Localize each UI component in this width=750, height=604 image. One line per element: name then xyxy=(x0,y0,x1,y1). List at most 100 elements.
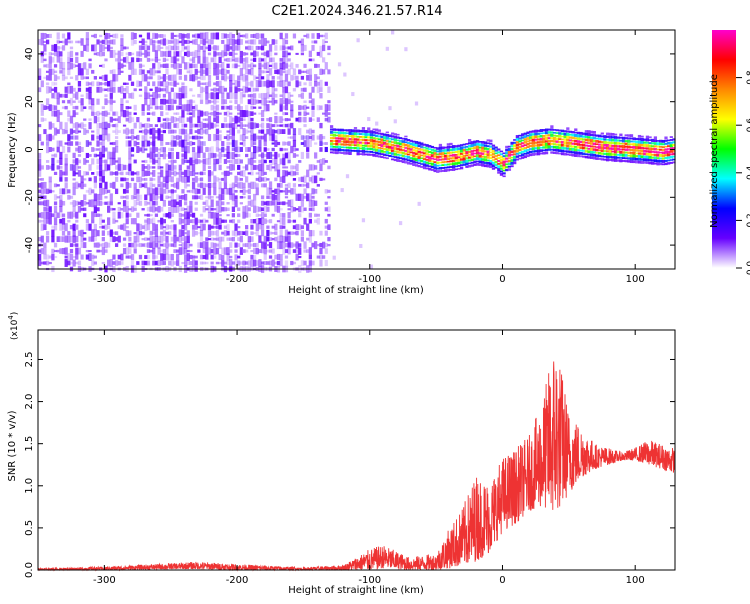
spectrogram-cell xyxy=(194,260,198,266)
spectrogram-cell xyxy=(460,158,464,161)
spectrogram-cell xyxy=(263,201,267,206)
spectrogram-cell xyxy=(664,145,668,148)
spectrogram-cell xyxy=(274,115,278,124)
spectrogram-cell xyxy=(226,92,230,99)
spectrogram-cell xyxy=(165,224,169,230)
spectrogram-cell xyxy=(109,124,113,127)
spectrogram-cell xyxy=(579,152,583,155)
spectrogram-cell xyxy=(605,150,610,153)
spectrogram-cell xyxy=(242,249,246,253)
spectrogram-cell xyxy=(109,39,113,45)
spectrogram-cell xyxy=(160,253,164,261)
spectrogram-cell xyxy=(120,163,124,171)
spectrogram-cell xyxy=(377,152,381,155)
spectrogram-cell xyxy=(276,188,281,195)
spectrogram-cell xyxy=(138,34,143,38)
spectrogram-cell xyxy=(324,259,328,267)
spectrogram-cell xyxy=(88,118,92,121)
spectrogram-cell xyxy=(391,149,395,152)
spectrogram-cell xyxy=(130,62,135,69)
spectrogram-cell xyxy=(523,147,527,150)
spectrogram-cell xyxy=(96,81,100,86)
spectrogram-cell xyxy=(544,134,549,137)
spectrogram-cell xyxy=(489,145,493,148)
spectrogram-cell xyxy=(165,75,169,80)
spectrogram-cell xyxy=(494,152,498,155)
spectrogram-cell xyxy=(144,128,148,135)
spectrogram-cell xyxy=(266,92,270,99)
spectrogram-cell xyxy=(69,164,74,171)
spectrogram-cell xyxy=(250,93,254,98)
spectrogram-cell xyxy=(279,254,283,261)
spectrogram-cell xyxy=(303,207,307,211)
spectrogram-cell xyxy=(457,144,461,147)
spectrogram-cell xyxy=(298,111,302,116)
spectrogram-cell xyxy=(433,149,437,152)
spectrogram-cell xyxy=(327,116,331,123)
spectrogram-cell xyxy=(343,131,347,135)
spectrogram-cell xyxy=(173,51,177,57)
spectrogram-cell xyxy=(104,88,108,91)
spectrogram-cell xyxy=(149,218,153,224)
spectrogram-cell xyxy=(539,140,543,144)
spectrogram-cell xyxy=(316,105,320,111)
spectrogram-cell xyxy=(449,165,453,169)
spectrogram-cell xyxy=(130,81,135,86)
spectrogram-cell xyxy=(579,143,583,146)
spectrogram-cell xyxy=(80,75,84,80)
spectrogram-cell xyxy=(229,32,233,40)
spectrogram-cell xyxy=(176,135,180,141)
spectrogram-cell xyxy=(191,147,196,152)
spectrogram-cell xyxy=(170,205,174,214)
spectrogram-cell xyxy=(229,46,233,50)
spectrogram-cell xyxy=(144,214,148,217)
spectrogram-cell xyxy=(250,52,254,56)
spectrogram-cell xyxy=(361,127,366,130)
spectrogram-cell xyxy=(276,169,281,178)
spectrogram-cell xyxy=(144,50,148,58)
spectrogram-cell xyxy=(420,165,424,168)
spectrogram-cell xyxy=(114,58,119,62)
spectrogram-cell xyxy=(109,171,113,176)
spectrogram-cell xyxy=(157,81,161,87)
spectrogram-cell xyxy=(314,165,318,170)
spectrogram-cell xyxy=(547,148,551,151)
spectrogram-cell xyxy=(141,260,145,266)
spectrogram-cell xyxy=(75,75,79,81)
spectrogram-cell xyxy=(380,153,384,156)
spectrogram-cell xyxy=(529,148,533,150)
spectrogram-cell xyxy=(595,143,599,146)
spectrogram-cell xyxy=(298,116,302,123)
spectrogram-cell xyxy=(157,117,161,123)
spectrogram-cell xyxy=(221,61,225,70)
spectrogram-cell xyxy=(258,123,262,128)
spectrogram-cell xyxy=(210,39,214,45)
spectrogram-cell xyxy=(128,248,132,254)
spectrogram-cell xyxy=(295,230,299,236)
spectrogram-cell xyxy=(258,139,262,148)
spectrogram-cell xyxy=(205,183,209,188)
spectrogram-cell xyxy=(367,127,371,131)
spectrogram-cell xyxy=(239,202,243,205)
spectrogram-cell xyxy=(107,151,111,160)
spectrogram-cell xyxy=(199,121,204,130)
spectrogram-cell xyxy=(199,177,204,182)
spectrogram-cell xyxy=(64,105,68,110)
spectrogram-cell xyxy=(152,111,156,116)
spectrogram-cell xyxy=(96,230,100,237)
spectrogram-cell xyxy=(221,153,225,158)
spectrogram-cell xyxy=(168,231,172,236)
spectrogram-cell xyxy=(425,144,429,147)
spectrogram-cell xyxy=(189,63,193,69)
spectrogram-cell xyxy=(534,147,538,150)
spectrogram-cell xyxy=(207,112,212,115)
spectrogram-cell xyxy=(157,151,161,160)
spectrogram-cell xyxy=(247,200,251,206)
spectrogram-cell xyxy=(396,133,400,136)
spectrogram-cell xyxy=(173,116,177,123)
spectrogram-cell xyxy=(627,137,631,140)
spectrogram-cell xyxy=(388,106,392,111)
spectrogram-cell xyxy=(128,74,132,81)
spectrogram-cell xyxy=(396,159,400,162)
spectrogram-cell xyxy=(207,187,212,196)
